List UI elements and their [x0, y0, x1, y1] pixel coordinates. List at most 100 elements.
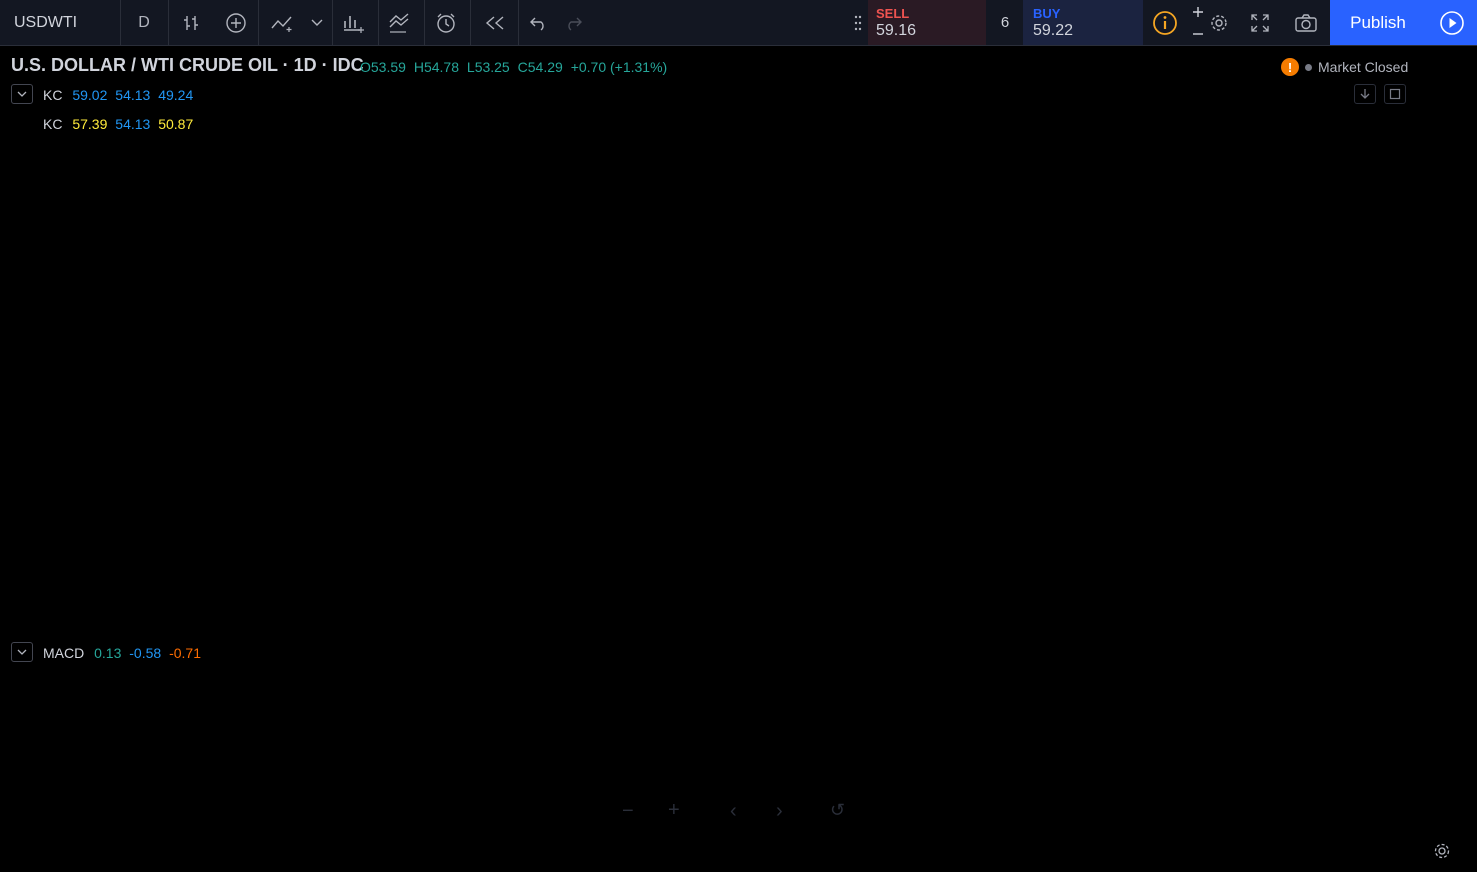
macd-histogram-bar [1, 738, 19, 742]
signal-line [9, 658, 1317, 800]
dropdown-icon[interactable] [306, 0, 328, 45]
macd-histogram-bar [556, 732, 574, 742]
symbol-search[interactable]: USDWTI [14, 13, 78, 31]
line-tools-icon[interactable] [266, 0, 300, 45]
indicators-icon[interactable] [338, 0, 370, 45]
candle-body [1132, 229, 1144, 233]
macd-legend[interactable]: MACD 0.13 -0.58 -0.71 [43, 645, 201, 661]
kc-legend-2[interactable]: KC 57.39 54.13 50.87 [43, 116, 193, 132]
price-tick-label: 62.00 [1426, 212, 1459, 227]
candle-body [111, 467, 123, 486]
fullscreen-icon[interactable] [1244, 0, 1276, 45]
kc-lower-outer-line [9, 313, 1317, 590]
redo-icon[interactable] [558, 0, 588, 45]
zoom-out-nav-icon[interactable]: − [622, 800, 634, 822]
candle-body [1203, 240, 1215, 244]
candle-body [559, 358, 571, 363]
scroll-left-icon[interactable]: ‹ [730, 800, 737, 822]
scroll-right-icon[interactable]: › [776, 800, 783, 822]
candle-body [201, 420, 213, 458]
macd-histogram-bar [270, 742, 287, 748]
chart-settings-icon[interactable] [1433, 842, 1451, 865]
candle-body [255, 462, 267, 465]
candle-body [1150, 226, 1162, 231]
macd-histogram-bar [932, 732, 950, 742]
candle-body [756, 330, 768, 335]
macd-histogram-bar [771, 736, 789, 742]
candle-body [434, 400, 446, 430]
macd-histogram-bar [645, 736, 663, 742]
macd-histogram-bar [395, 724, 413, 742]
candle-body [1185, 240, 1197, 245]
candle-body [881, 327, 893, 331]
maximize-pane-icon[interactable] [1384, 84, 1406, 104]
snapshot-icon[interactable] [1290, 0, 1322, 45]
macd-histogram-bar [19, 742, 37, 745]
zoom-out-icon[interactable] [1188, 24, 1208, 44]
macd-histogram-bar [216, 742, 234, 753]
zoom-in-nav-icon[interactable]: + [668, 799, 680, 821]
macd-histogram-bar [126, 742, 144, 764]
bar-style-icon[interactable] [176, 0, 206, 45]
macd-histogram-bar [1003, 728, 1021, 742]
warning-icon[interactable]: ! [1281, 58, 1299, 76]
undo-icon[interactable] [524, 0, 554, 45]
play-icon[interactable] [1426, 0, 1477, 45]
sell-button[interactable]: SELL 59.16 [868, 0, 986, 45]
info-icon[interactable] [1150, 0, 1180, 45]
crosshair-plus-icon[interactable] [1399, 160, 1411, 173]
settings-icon[interactable] [1208, 0, 1230, 45]
macd-histogram-bar [1111, 733, 1129, 742]
kc-legend-1[interactable]: KC 59.02 54.13 49.24 [43, 87, 193, 103]
macd-histogram-bar [323, 736, 341, 742]
candle-body [1096, 243, 1108, 273]
reset-chart-icon[interactable]: ↺ [830, 800, 846, 820]
interval-button[interactable]: D [138, 13, 150, 31]
kc-upper-inner-line [9, 156, 1317, 349]
kc-band-fill [10, 107, 1317, 589]
toolbar-divider [518, 0, 519, 45]
kc-upper: 57.39 [72, 116, 108, 132]
candle-body [953, 296, 965, 318]
kc-basis: 54.13 [115, 116, 151, 132]
price-tick-label: 50.00 [1426, 548, 1459, 563]
candle-body [971, 285, 983, 301]
top-toolbar: USDWTI D SELL 59.16 6 BUY [0, 0, 1477, 46]
zoom-in-icon[interactable] [1188, 2, 1208, 22]
open-label: O [360, 59, 371, 75]
templates-icon[interactable] [384, 0, 418, 45]
close-value: 54.29 [527, 59, 563, 75]
close-label: C [517, 59, 528, 75]
candle-body [344, 383, 356, 433]
open-value: 53.59 [370, 59, 406, 75]
time-crosshair-tag [328, 838, 404, 864]
macd-histogram-bar [896, 737, 914, 742]
candle-body [290, 436, 302, 447]
macd-histogram-bar [466, 738, 484, 742]
kc-basis: 54.13 [115, 87, 151, 103]
replay-icon[interactable] [478, 0, 512, 45]
macd-histogram-bar [37, 742, 55, 748]
publish-button[interactable]: Publish [1330, 0, 1426, 45]
buy-button[interactable]: BUY 59.22 [1023, 0, 1143, 45]
add-indicator-icon[interactable] [220, 0, 252, 45]
macd-histogram-bar [574, 732, 592, 742]
macd-histogram-bar [753, 738, 771, 742]
quantity-field[interactable]: 6 [1000, 14, 1010, 31]
scroll-down-icon[interactable] [1354, 84, 1376, 104]
chart-title: U.S. DOLLAR / WTI CRUDE OIL · 1D · IDC [11, 55, 364, 75]
macd-histogram-bar [878, 742, 896, 743]
macd-histogram-bar [860, 742, 878, 750]
macd-histogram-bar [305, 740, 323, 742]
collapse-legend-icon[interactable] [11, 84, 33, 104]
candle-body [1221, 190, 1233, 193]
drag-handle-icon[interactable] [850, 0, 866, 45]
collapse-macd-icon[interactable] [11, 642, 33, 662]
price-tick-label: 68.00 [1426, 44, 1459, 59]
kc-lower-inner-line [9, 282, 1318, 534]
candle-body [147, 470, 159, 475]
alert-icon[interactable] [430, 0, 464, 45]
time-tick-label: Dec [876, 847, 900, 862]
chart-background [0, 46, 1477, 872]
